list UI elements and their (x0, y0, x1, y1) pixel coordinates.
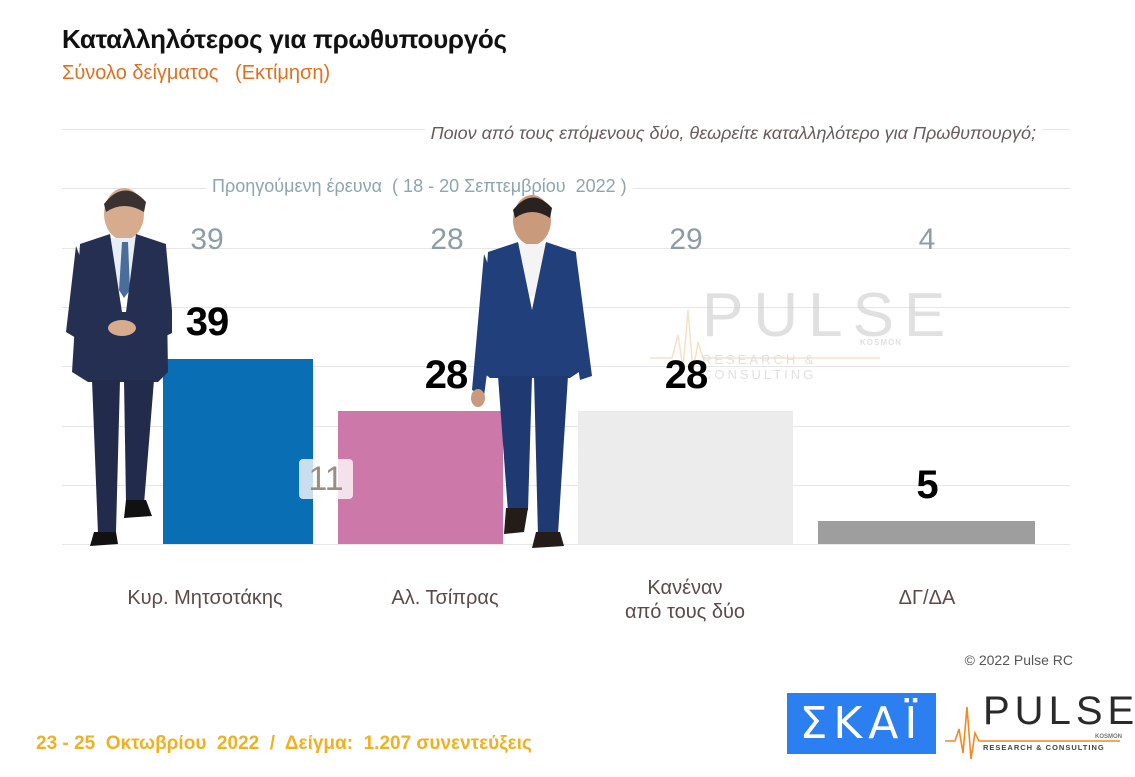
category-label-tsipras: Αλ. Τσίπρας (391, 587, 499, 609)
current-value-neither: 28 (664, 353, 709, 397)
category-label-neither-line1: Κανέναν (647, 577, 723, 599)
bar-dk-na (818, 521, 1035, 544)
chart-subtitle: Σύνολο δείγματος (Εκτίμηση) (62, 62, 331, 84)
tsipras-figure-icon (471, 195, 592, 548)
mitsotakis-figure-icon (66, 188, 172, 546)
pulse-logo-word: PULSE (983, 689, 1135, 733)
chart-title: Καταλληλότερος για πρωθυπουργός (62, 24, 507, 54)
bar-mitsotakis (163, 359, 313, 544)
previous-value-dk-na: 4 (918, 223, 936, 256)
watermark-subtitle: RESEARCH & CONSULTING (702, 352, 817, 382)
gridline (62, 426, 1070, 427)
footer-survey-info: 23 - 25 Οκτωβρίου 2022 / Δείγμα: 1.207 σ… (36, 733, 532, 754)
current-value-tsipras: 28 (424, 353, 469, 397)
pulse-wave-icon (650, 309, 880, 370)
pulse-logo: PULSE KOSMON RESEARCH & CONSULTING (945, 689, 1134, 760)
category-label-dk-na: ΔΓ/ΔΑ (898, 587, 956, 609)
bar-neither (578, 411, 793, 544)
pulse-wave-icon (945, 706, 1120, 760)
current-value-mitsotakis: 39 (185, 300, 230, 344)
watermark-kosmon: KOSMON (860, 338, 902, 347)
pulse-logo-subtitle: RESEARCH & CONSULTING (983, 743, 1105, 752)
previous-value-tsipras: 28 (430, 223, 464, 256)
copyright: © 2022 Pulse RC (964, 652, 1073, 668)
previous-value-neither: 29 (669, 223, 703, 256)
skai-logo: ΣΚΑΪ (787, 693, 936, 754)
current-value-dk-na: 5 (916, 463, 938, 507)
bar-tsipras (338, 411, 503, 544)
category-label-neither-line2: από τους δύο (624, 601, 746, 623)
category-label-mitsotakis: Κυρ. Μητσοτάκης (127, 587, 283, 609)
pulse-watermark: PULSE KOSMON RESEARCH & CONSULTING (650, 280, 945, 382)
gridline (62, 248, 1070, 249)
baseline (62, 544, 1070, 545)
previous-survey-label: Προηγούμενη έρευνα ( 18 - 20 Σεπτεμβρίου… (206, 176, 633, 197)
previous-value-mitsotakis: 39 (190, 223, 224, 256)
watermark-word: PULSE (702, 281, 956, 350)
gridline (62, 485, 1070, 486)
category-label-neither: Κανέναν από τους δύο (580, 576, 790, 624)
difference-badge: 11 (299, 459, 353, 499)
pulse-logo-kosmon: KOSMON (1095, 734, 1122, 740)
survey-question: Ποιον από τους επόμενους δύο, θεωρείτε κ… (424, 123, 1042, 144)
